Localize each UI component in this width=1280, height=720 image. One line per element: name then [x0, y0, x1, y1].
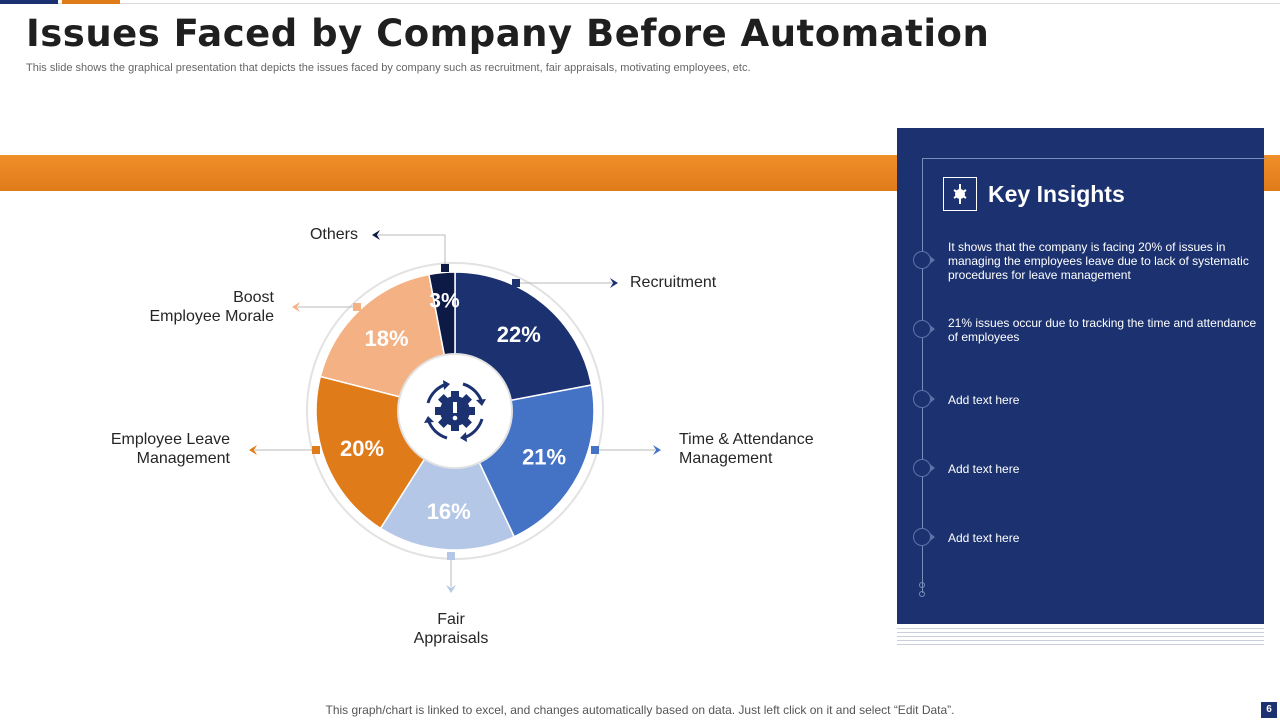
category-label-line: Management: [679, 450, 773, 467]
panel-frame: [922, 158, 1265, 279]
insight-marker: [913, 390, 935, 408]
leader-arrow: [610, 278, 618, 288]
leader-arrow: [249, 445, 257, 455]
category-label-line: Boost: [233, 289, 274, 306]
category-label-line: Others: [310, 226, 358, 243]
category-label-line: Fair: [437, 611, 465, 628]
slice-value-label: 3%: [429, 289, 460, 312]
insight-text: Add text here: [948, 531, 1020, 545]
panel-timeline: [922, 278, 923, 593]
insight-marker: [913, 528, 935, 546]
page-number: 6: [1261, 702, 1277, 718]
insight-text: Add text here: [948, 393, 1020, 407]
leader-anchor: [512, 279, 520, 287]
accent-bar-blue: [0, 0, 58, 4]
leader-arrow: [446, 585, 456, 593]
insight-marker: [913, 459, 935, 477]
category-label: Employee Leave Management: [111, 431, 231, 467]
timeline-end-dot: [919, 591, 925, 597]
category-label-line: Management: [137, 450, 231, 467]
slice-value-label: 22%: [497, 322, 541, 347]
category-label: Boost Employee Morale: [150, 289, 275, 325]
insight-text: 21% issues occur due to tracking the tim…: [948, 316, 1257, 344]
pie-slice: [379, 409, 516, 551]
leader-arrow: [292, 302, 300, 312]
category-label: Others: [310, 226, 358, 243]
leader-arrow: [372, 230, 380, 240]
slice-value-label: 18%: [365, 326, 409, 351]
category-label: Recruitment: [630, 274, 717, 291]
page-subtitle: This slide shows the graphical presentat…: [26, 62, 751, 74]
leader-anchor: [353, 303, 361, 311]
panel-stripes: [897, 625, 1264, 647]
leader-anchor: [447, 552, 455, 560]
footer-note: This graph/chart is linked to excel, and…: [325, 703, 955, 717]
category-label: Fair Appraisals: [414, 611, 489, 647]
leader-line: [378, 234, 446, 268]
key-insights-panel: Key Insights It shows that the company i…: [897, 128, 1265, 624]
page-title: Issues Faced by Company Before Automatio…: [26, 12, 990, 55]
leader-arrow: [653, 445, 661, 455]
insight-text: It shows that the company is facing 20% …: [948, 240, 1249, 282]
leader-anchor: [312, 446, 320, 454]
slice-value-label: 21%: [522, 444, 566, 469]
category-label-line: Employee Morale: [150, 308, 275, 325]
pie-chart[interactable]: 22% Recruitment 21% Time & Attendance Manage…: [0, 195, 880, 665]
insight-text: Add text here: [948, 462, 1020, 476]
insight-marker: [913, 251, 935, 269]
slice-value-label: 20%: [340, 436, 384, 461]
leader-anchor: [591, 446, 599, 454]
category-label: Time & Attendance Management: [679, 431, 814, 467]
category-label-line: Employee Leave: [111, 431, 230, 448]
insight-icon: [943, 177, 977, 211]
accent-bar-orange: [62, 0, 120, 4]
leader-anchor: [441, 264, 449, 272]
top-rule: [0, 3, 1280, 4]
insight-marker: [913, 320, 935, 338]
timeline-end-dot: [919, 582, 925, 588]
category-label-line: Appraisals: [414, 630, 489, 647]
slice-value-label: 16%: [427, 499, 471, 524]
category-label-line: Time & Attendance: [679, 431, 814, 448]
category-label-line: Recruitment: [630, 274, 717, 291]
insights-heading: Key Insights: [988, 181, 1125, 207]
